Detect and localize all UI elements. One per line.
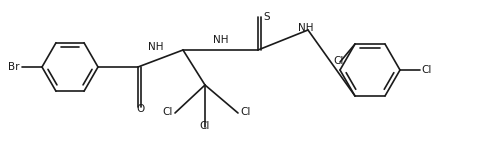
Text: Br: Br bbox=[9, 62, 20, 72]
Text: Cl: Cl bbox=[200, 121, 210, 131]
Text: S: S bbox=[263, 12, 270, 22]
Text: Cl: Cl bbox=[163, 107, 173, 117]
Text: O: O bbox=[137, 104, 145, 114]
Text: Cl: Cl bbox=[421, 65, 431, 75]
Text: NH: NH bbox=[298, 23, 314, 33]
Text: Cl: Cl bbox=[240, 107, 250, 117]
Text: Cl: Cl bbox=[334, 56, 344, 66]
Text: NH: NH bbox=[148, 41, 163, 51]
Text: NH: NH bbox=[213, 35, 228, 45]
